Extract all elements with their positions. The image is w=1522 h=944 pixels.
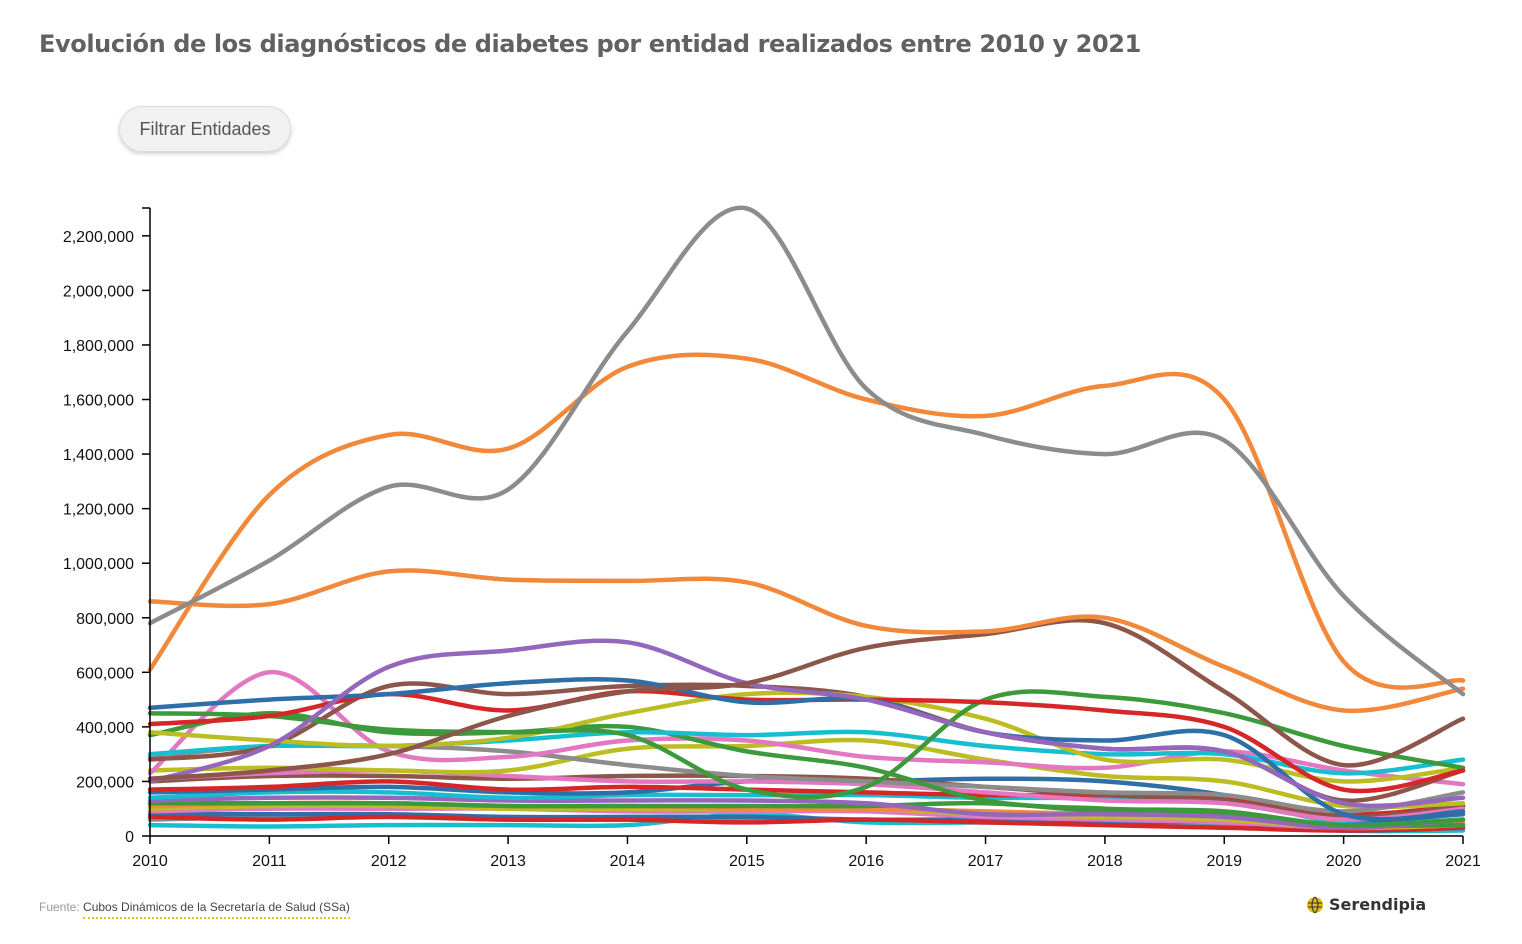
series-line-2[interactable] bbox=[147, 352, 1466, 690]
y-tick-label: 0 bbox=[125, 829, 134, 846]
x-tick-label: 2019 bbox=[1206, 853, 1242, 870]
series-line-4[interactable] bbox=[147, 618, 1466, 781]
x-tick-label: 2017 bbox=[968, 853, 1004, 870]
y-tick-label: 1,400,000 bbox=[63, 447, 134, 464]
series-line-18[interactable] bbox=[147, 779, 1466, 817]
x-tick-label: 2011 bbox=[252, 853, 287, 870]
source-note: Fuente: Cubos Dinámicos de la Secretaría… bbox=[39, 900, 350, 919]
y-axis: 0 200,000 400,000 600,000 800,000 1,000,000 1,… bbox=[63, 207, 151, 846]
series-lines bbox=[147, 205, 1466, 834]
series-line-8[interactable] bbox=[147, 689, 1466, 800]
y-tick-label: 1,200,000 bbox=[63, 502, 134, 519]
series-line-21[interactable] bbox=[147, 795, 1466, 831]
brand-name: Serendipia bbox=[1329, 895, 1427, 914]
series-line-25[interactable] bbox=[147, 806, 1466, 831]
series-line-3[interactable] bbox=[147, 568, 1466, 714]
series-line-15[interactable] bbox=[147, 737, 1466, 810]
x-tick-label: 2018 bbox=[1087, 853, 1123, 870]
x-tick-label: 2016 bbox=[848, 853, 884, 870]
y-tick-label: 2,000,000 bbox=[63, 283, 134, 300]
source-link[interactable]: Cubos Dinámicos de la Secretaría de Salu… bbox=[83, 900, 350, 919]
series-line-22[interactable] bbox=[147, 800, 1466, 829]
y-tick-label: 200,000 bbox=[76, 774, 134, 791]
x-tick-label: 2021 bbox=[1445, 853, 1481, 870]
serendipia-globe-icon bbox=[1307, 896, 1323, 913]
x-tick-label: 2020 bbox=[1326, 853, 1362, 870]
x-tick-label: 2014 bbox=[610, 853, 646, 870]
x-axis: 2010 2011 2012 2013 2014 2015 2016 2017 2018 2019… bbox=[132, 835, 1481, 870]
source-prefix: Fuente: bbox=[39, 900, 84, 914]
x-tick-label: 2012 bbox=[371, 853, 407, 870]
series-line-26[interactable] bbox=[147, 814, 1466, 833]
y-tick-label: 400,000 bbox=[76, 720, 134, 737]
y-tick-label: 2,200,000 bbox=[63, 229, 134, 246]
series-line-5[interactable] bbox=[147, 638, 1466, 809]
series-line-17[interactable] bbox=[147, 773, 1466, 820]
x-tick-label: 2010 bbox=[132, 853, 168, 870]
x-tick-label: 2015 bbox=[729, 853, 765, 870]
x-tick-label: 2013 bbox=[490, 853, 526, 870]
y-tick-label: 1,800,000 bbox=[63, 338, 134, 355]
y-tick-label: 600,000 bbox=[76, 665, 134, 682]
filter-entities-button[interactable]: Filtrar Entidades bbox=[119, 106, 291, 152]
y-tick-label: 800,000 bbox=[76, 611, 134, 628]
y-tick-label: 1,600,000 bbox=[63, 393, 134, 410]
series-line-1[interactable] bbox=[147, 205, 1466, 697]
chart-title: Evolución de los diagnósticos de diabete… bbox=[39, 30, 1141, 58]
y-tick-label: 1,000,000 bbox=[63, 556, 134, 573]
series-line-6[interactable] bbox=[147, 677, 1466, 822]
brand-logo: Serendipia bbox=[1306, 895, 1426, 914]
